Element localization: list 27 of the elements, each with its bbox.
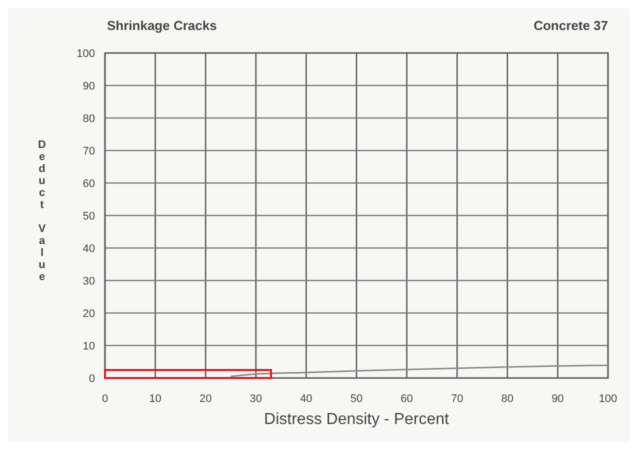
y-tick-label: 80 <box>82 113 95 125</box>
x-tick-label: 30 <box>250 393 262 405</box>
x-tick-label: 80 <box>501 393 514 405</box>
y-tick-label: 60 <box>82 178 95 190</box>
y-tick-label: 50 <box>82 210 95 222</box>
x-tick-label: 20 <box>199 393 212 405</box>
chart-subtitle: Concrete 37 <box>534 18 608 33</box>
line-series <box>230 364 609 378</box>
x-tick-label: 40 <box>300 393 312 405</box>
chart-title: Shrinkage Cracks <box>107 18 217 33</box>
x-tick-label: 10 <box>149 393 162 405</box>
y-tick-label: 0 <box>88 373 95 385</box>
y-tick-label: 40 <box>82 243 95 255</box>
y-tick-label: 30 <box>82 276 95 288</box>
x-axis-title: Distress Density - Percent <box>264 411 450 428</box>
y-tick-label: 100 <box>76 48 95 60</box>
text: Deduct Value <box>38 139 46 283</box>
y-tick-label: 90 <box>82 80 95 92</box>
x-tick-label: 0 <box>102 393 108 405</box>
y-tick-label: 10 <box>82 340 95 352</box>
x-tick-label: 70 <box>450 393 464 405</box>
x-tick-label: 60 <box>400 393 413 405</box>
x-tick-label: 100 <box>598 393 618 405</box>
x-tick-label: 50 <box>350 393 363 405</box>
x-tick-label: 90 <box>552 393 564 405</box>
y-tick-label: 20 <box>82 308 95 320</box>
y-tick-label: 70 <box>82 146 95 158</box>
